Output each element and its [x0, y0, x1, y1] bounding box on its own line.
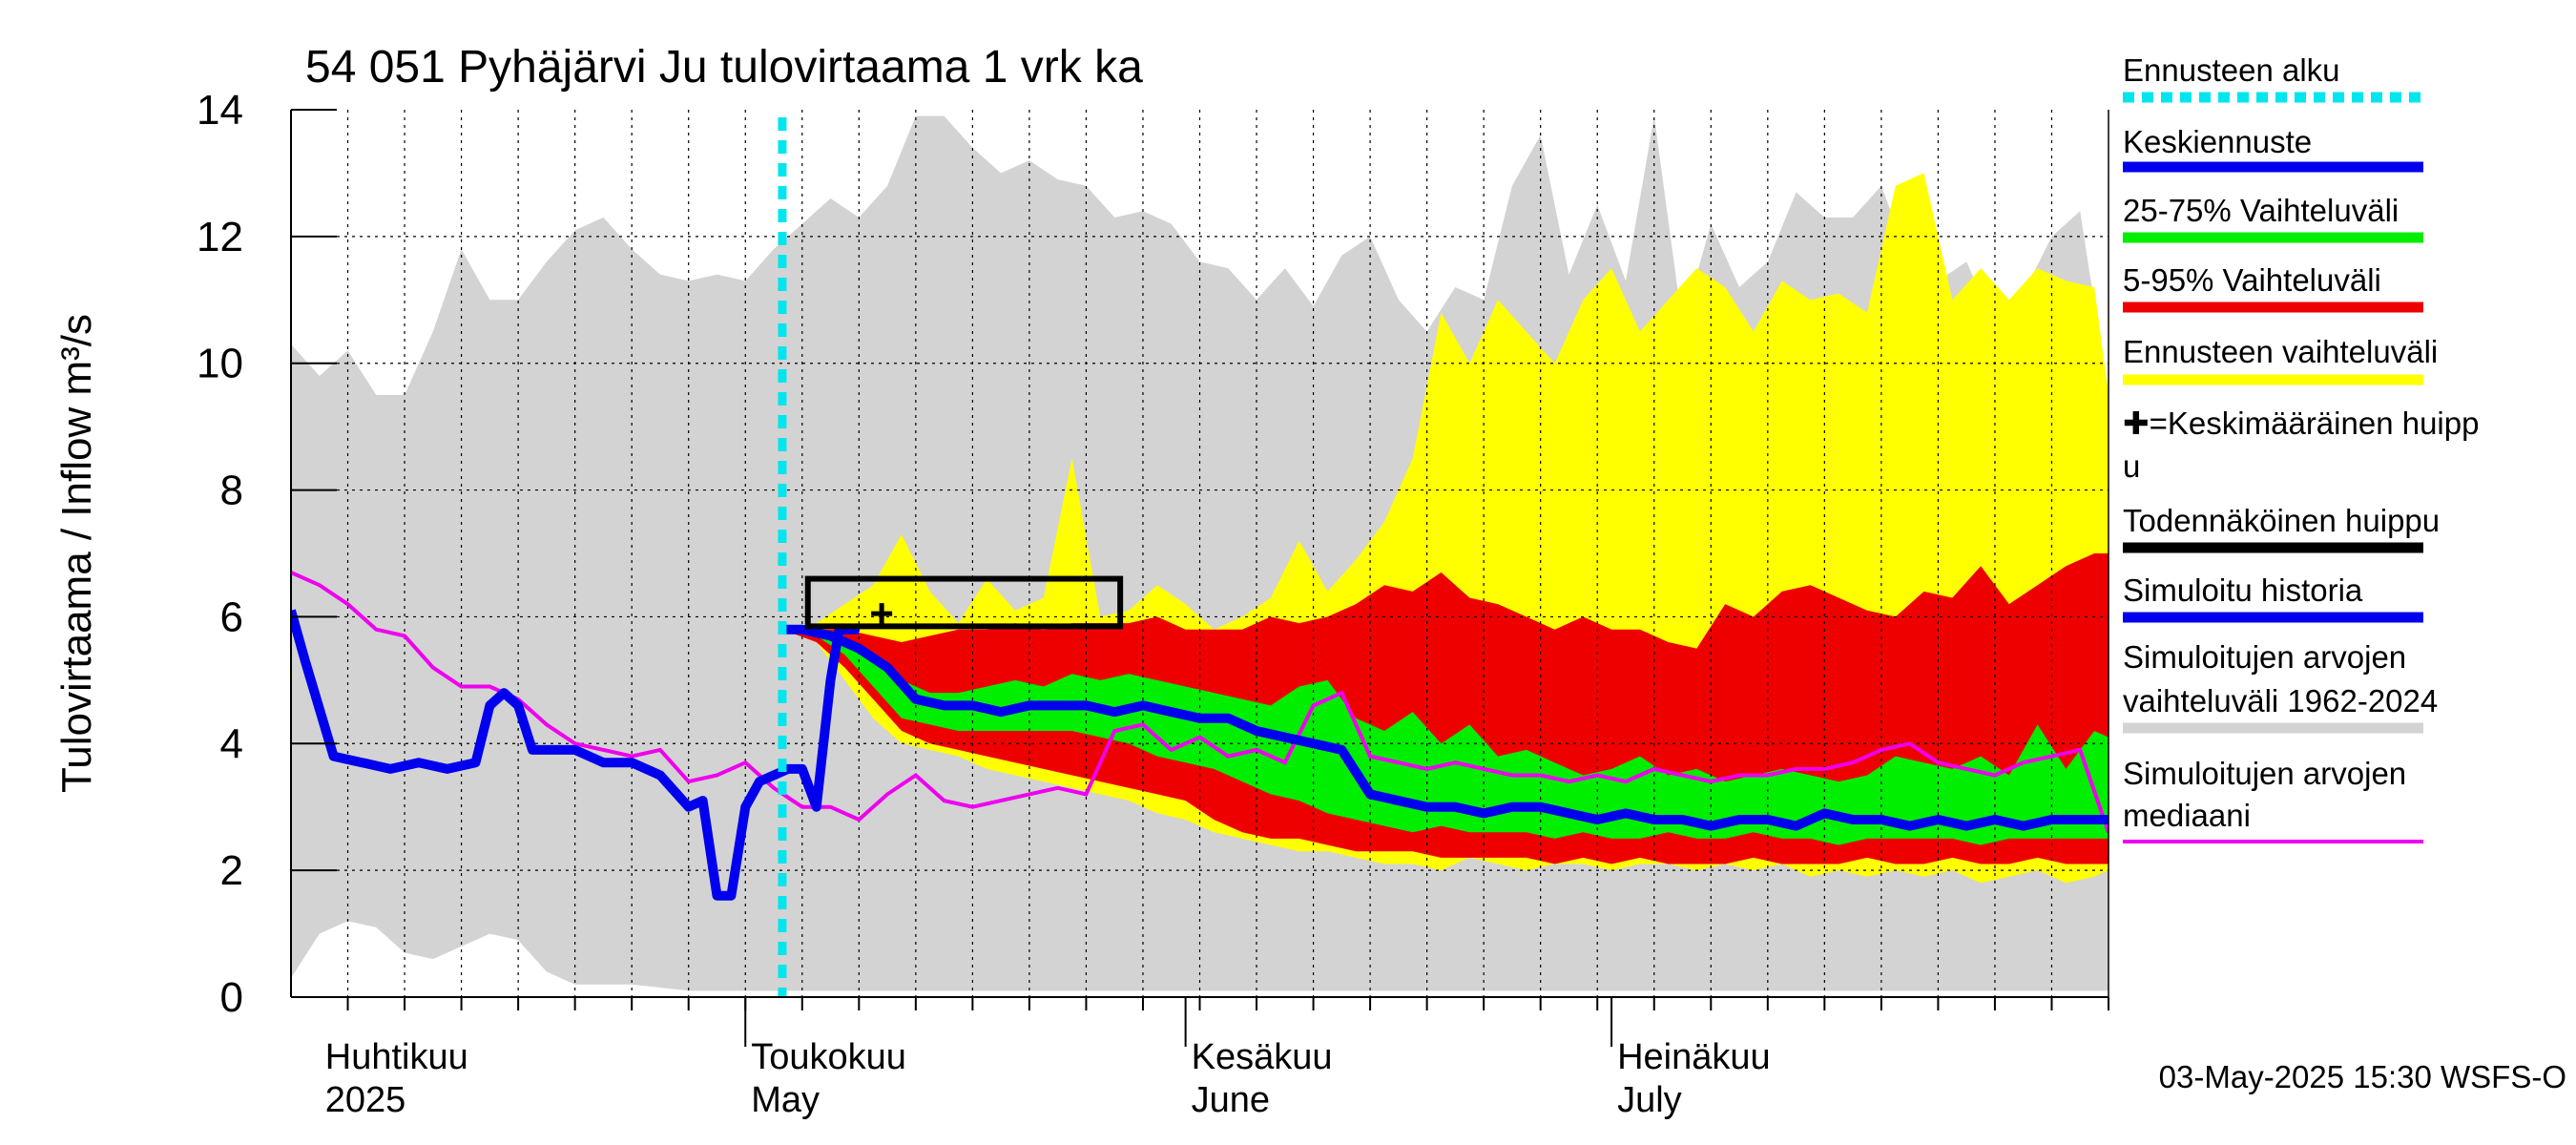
y-tick-label: 4: [220, 720, 243, 767]
legend-item: Simuloitujen arvojen vaihteluväli 1962-20…: [2123, 639, 2438, 734]
y-tick-label: 12: [197, 214, 243, 260]
legend-label: 5-95% Vaihteluväli: [2123, 262, 2381, 298]
legend-label: 25-75% Vaihteluväli: [2123, 193, 2399, 228]
month-label-secondary: June: [1192, 1080, 1270, 1120]
month-label-secondary: 2025: [325, 1080, 406, 1120]
legend-item: Todennäköinen huippu: [2123, 503, 2440, 553]
p25-75-band: [781, 629, 2109, 845]
legend-label-cont: u: [2123, 448, 2140, 484]
y-axis-label: Tulovirtaama / Inflow m³/s: [53, 314, 100, 793]
y-tick-label: 6: [220, 593, 243, 640]
mean-forecast-line: [781, 624, 2109, 831]
legend-label: Todennäköinen huippu: [2123, 503, 2440, 538]
timestamp-label: 03-May-2025 15:30 WSFS-O: [2159, 1059, 2566, 1094]
legend-item: Ennusteen alku: [2123, 52, 2423, 103]
legend-label: Ennusteen alku: [2123, 52, 2340, 88]
legend-label: Ennusteen vaihteluväli: [2123, 334, 2438, 369]
legend-item: 25-75% Vaihteluväli: [2123, 193, 2423, 243]
y-tick-label: 8: [220, 468, 243, 514]
legend-item: 5-95% Vaihteluväli: [2123, 262, 2423, 313]
legend-label: Keskiennuste: [2123, 124, 2312, 159]
month-label: Heinäkuu: [1617, 1037, 1771, 1077]
mean-peak-marker: [871, 603, 893, 625]
legend-item: ✚=Keskimääräinen huipp u: [2123, 406, 2479, 484]
month-label: Huhtikuu: [325, 1037, 468, 1077]
month-label-secondary: May: [751, 1080, 820, 1120]
legend-label: Simuloitu historia: [2123, 572, 2363, 608]
legend-label-cont: mediaani: [2123, 798, 2251, 833]
y-tick-label: 2: [220, 847, 243, 894]
legend-item: Ennusteen vaihteluväli: [2123, 334, 2438, 385]
legend-label: Simuloitujen arvojen: [2123, 756, 2406, 791]
chart-title: 54 051 Pyhäjärvi Ju tulovirtaama 1 vrk k…: [305, 42, 1143, 93]
y-tick-label: 10: [197, 341, 243, 387]
legend-item: Simuloitujen arvojen mediaani: [2123, 756, 2423, 843]
simulated-history-line: [291, 609, 860, 901]
month-label: Toukokuu: [751, 1037, 906, 1077]
legend-item: Simuloitu historia: [2123, 572, 2423, 623]
legend-label-cont: vaihteluväli 1962-2024: [2123, 683, 2438, 718]
legend-label: Simuloitujen arvojen: [2123, 639, 2406, 675]
median-line: [291, 571, 2109, 833]
legend-item: Keskiennuste: [2123, 124, 2423, 173]
month-label-secondary: July: [1617, 1080, 1682, 1120]
probable-peak-box: [804, 575, 1124, 630]
y-tick-label: 14: [197, 87, 243, 134]
legend-label: ✚=Keskimääräinen huipp: [2123, 406, 2479, 441]
y-tick-label: 0: [220, 974, 243, 1021]
month-label: Kesäkuu: [1192, 1037, 1333, 1077]
